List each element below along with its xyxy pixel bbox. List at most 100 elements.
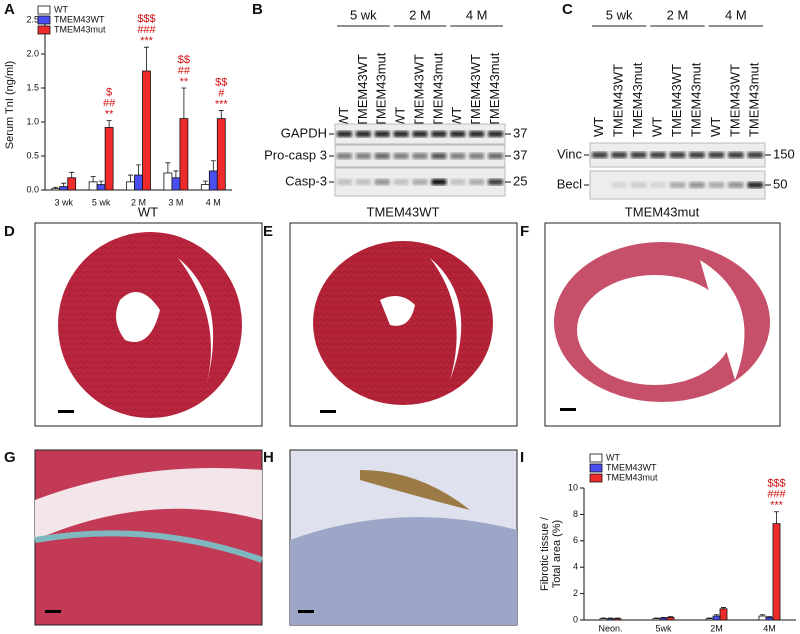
significance-label: ** [105,109,114,121]
error-bar [608,617,613,619]
bar [719,608,728,621]
error-bar [202,180,208,185]
blot-band [669,152,686,158]
legend-swatch [589,463,603,473]
blot-band [630,152,647,158]
significance-label: *** [770,500,784,512]
blot-band [450,131,466,137]
bar [171,177,181,191]
lane-label: TMEM43WT [468,54,483,127]
panel-letter: B [252,1,263,18]
significance-label: ** [180,76,189,88]
y-tick-label: 4 [573,562,578,572]
marker-label: 37 [513,125,527,140]
legend-label: TMEM43mut [606,472,658,482]
bar [51,188,61,191]
marker-label: 37 [513,147,527,162]
lane-label: TMEM43mut [747,62,762,137]
significance-label: $$$ [137,13,155,25]
bar [758,615,767,621]
y-tick-label: 0 [573,614,578,624]
blot-band [592,152,608,158]
y-tick-label: 6 [573,535,578,545]
lane-label: WT [336,107,351,127]
error-bar [654,617,659,619]
blot-band [630,182,647,188]
error-bar [601,617,606,619]
lane-label: TMEM43mut [487,52,502,127]
significance-label: *** [140,35,154,47]
histology-h [289,449,518,626]
panel-letter: D [4,223,15,240]
blot-band [412,131,428,137]
error-bar [210,160,216,171]
x-tick-label: 3 M [168,197,183,207]
significance-label: ### [137,24,156,36]
bar [142,70,151,191]
blot-band [355,153,371,159]
y-tick-label: 10 [568,482,578,492]
group-label: 4 M [725,7,747,22]
bar [659,617,668,621]
error-bar [714,614,719,617]
legend-swatch [37,25,51,35]
blot-band [337,179,352,185]
blot-band [611,182,627,188]
row-label: Vinc [557,146,583,161]
y-tick-label: 0.5 [26,150,39,160]
bar [59,186,69,191]
bar [104,127,114,191]
bar [613,618,622,621]
blot-band [611,152,627,158]
bar [705,618,714,621]
bar [179,118,189,191]
blot-band [488,153,503,159]
y-tick-label: 0.0 [26,184,39,194]
significance-label: $$ [178,54,190,66]
legend-swatch [589,453,603,463]
blot-band [412,153,428,159]
error-bar [668,616,673,618]
legend-swatch [37,5,51,15]
bar [666,616,675,621]
lane-label: WT [449,107,464,127]
lane-label: TMEM43mut [630,62,645,137]
bar [606,618,615,621]
legend-label: WT [606,452,620,462]
panel-title: TMEM43WT [367,204,440,219]
error-bar [760,614,765,617]
blot-band [355,131,371,137]
error-bar [165,162,171,173]
x-tick-label: 5wk [655,623,672,633]
group-label: 2 M [409,7,431,22]
blot-band [747,152,763,158]
error-bar [767,616,772,618]
bar [712,615,721,621]
error-bar [69,171,75,178]
legend-label: TMEM43mut [54,24,106,34]
legend-label: TMEM43WT [54,14,105,24]
legend-swatch [37,15,51,25]
blot-band [650,152,666,158]
blot-band [469,179,485,185]
lane-label: TMEM43WT [727,64,742,137]
blot-band [431,131,447,137]
group-label: 5 wk [606,7,633,22]
y-axis-label: Fibrotic tissue / [539,516,551,591]
error-bar [181,87,187,119]
blot-band [689,152,705,158]
blot-band [374,179,390,185]
marker-label: 50 [773,176,787,191]
blot-band [728,182,744,188]
blot-band [747,182,763,188]
row-label: Pro-casp 3 [264,147,327,162]
blot-band [488,131,503,137]
y-tick-label: 8 [573,509,578,519]
bar [772,523,781,621]
bar [96,184,106,191]
blot-band [488,179,503,185]
panel-letter: I [520,449,524,466]
bar [765,616,774,621]
error-bar [144,46,149,71]
panel-letter: H [263,449,274,466]
